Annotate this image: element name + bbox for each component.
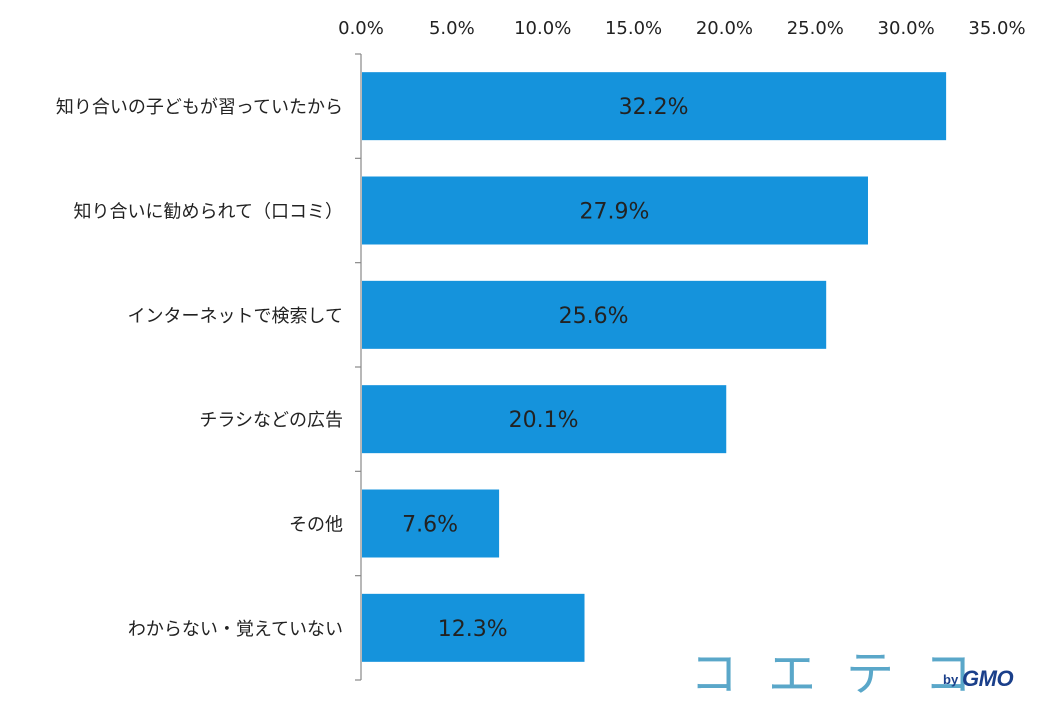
x-tick-label: 0.0%	[338, 18, 384, 39]
x-tick-label: 30.0%	[878, 18, 935, 39]
bar	[362, 72, 947, 141]
gmo-logo: GMO	[962, 666, 1014, 691]
bar	[362, 489, 500, 558]
y-axis-ticks	[355, 53, 361, 681]
category-label: インターネットで検索して	[128, 306, 343, 327]
x-tick-label: 25.0%	[787, 18, 844, 39]
bar-value-label: 12.3%	[438, 617, 508, 642]
bar-value-label: 25.6%	[559, 304, 629, 329]
category-label: チラシなどの広告	[199, 410, 343, 431]
bar	[362, 385, 727, 454]
x-tick-label: 35.0%	[968, 18, 1025, 39]
bar-value-label: 27.9%	[580, 200, 650, 225]
bar	[362, 593, 585, 662]
category-label: 知り合いに勧められて（口コミ）	[74, 202, 343, 223]
bar	[362, 280, 827, 349]
value-labels: 32.2% 27.9% 25.6% 20.1% 7.6% 12.3%	[402, 95, 688, 642]
category-label: 知り合いの子どもが習っていたから	[56, 97, 343, 118]
bar-value-label: 32.2%	[619, 95, 689, 120]
category-label: その他	[289, 515, 343, 536]
bar-value-label: 20.1%	[509, 408, 579, 433]
category-label: わからない・覚えていない	[128, 619, 343, 640]
x-tick-label: 5.0%	[429, 18, 475, 39]
kotetecode-logo: コエテコ	[690, 646, 1003, 702]
bar	[362, 176, 868, 245]
logo-by-text: by	[943, 672, 959, 687]
x-tick-label: 15.0%	[605, 18, 662, 39]
x-axis-ticks: 0.0% 5.0% 10.0% 15.0% 20.0% 25.0% 30.0% 35.0%	[338, 18, 1025, 39]
x-tick-label: 10.0%	[514, 18, 571, 39]
x-tick-label: 20.0%	[696, 18, 753, 39]
bar-value-label: 7.6%	[402, 513, 458, 538]
bars	[362, 72, 947, 662]
